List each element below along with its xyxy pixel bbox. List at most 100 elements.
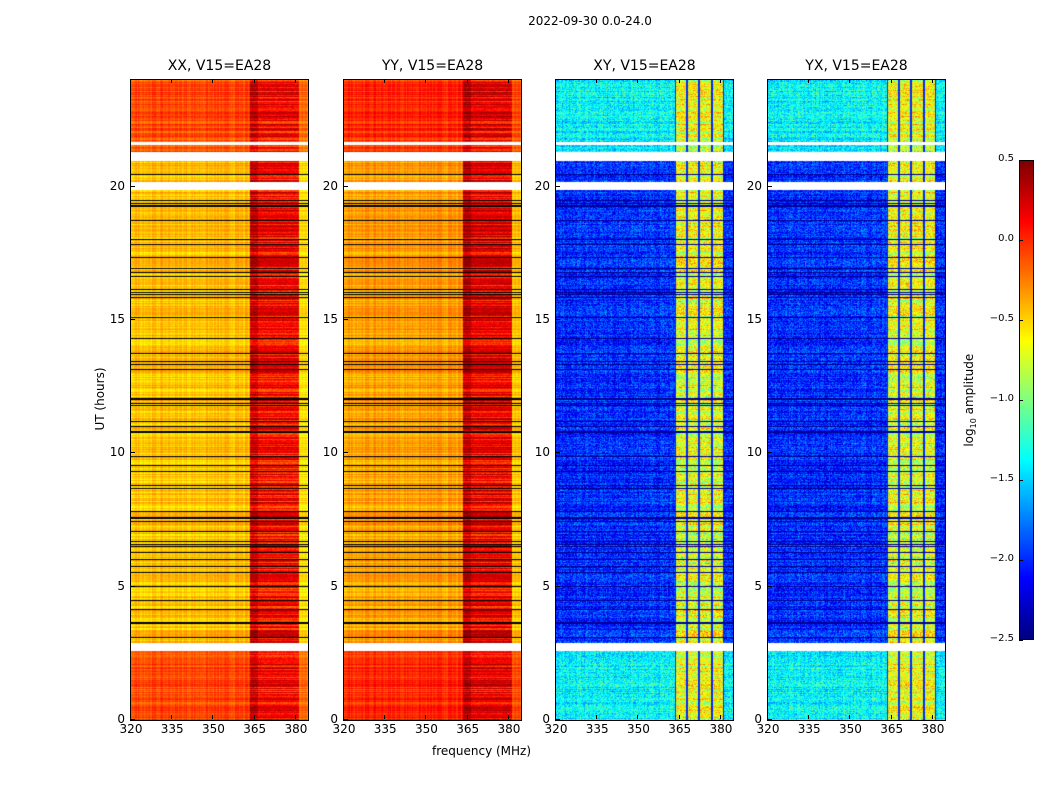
y-tick-mark bbox=[556, 452, 560, 454]
y-tick-label: 20 bbox=[322, 178, 338, 193]
x-tick-mark bbox=[171, 79, 173, 83]
axes-frame bbox=[555, 79, 734, 721]
x-tick-mark bbox=[212, 79, 214, 83]
x-tick-label: 380 bbox=[709, 722, 733, 736]
colorbar-tick-mark bbox=[1019, 240, 1023, 241]
axes-frame bbox=[767, 79, 946, 721]
y-tick-label: 0 bbox=[542, 712, 550, 726]
colorbar-tick-mark bbox=[1019, 320, 1023, 321]
x-tick-mark bbox=[849, 79, 851, 83]
y-tick-label: 0 bbox=[117, 712, 125, 726]
y-tick-mark bbox=[131, 452, 135, 454]
colorbar-tick-label: −0.5 bbox=[989, 313, 1014, 324]
axes-frame bbox=[343, 79, 522, 721]
colorbar-tick-mark bbox=[1019, 560, 1023, 561]
x-tick-label: 380 bbox=[284, 722, 308, 736]
x-tick-label: 365 bbox=[456, 722, 480, 736]
y-tick-label: 15 bbox=[534, 312, 550, 326]
x-tick-mark bbox=[931, 79, 933, 83]
x-tick-mark bbox=[294, 79, 296, 83]
x-tick-mark bbox=[466, 715, 468, 719]
colorbar-tick-label: −2.0 bbox=[989, 553, 1014, 564]
x-tick-mark bbox=[637, 715, 639, 719]
x-tick-mark bbox=[130, 79, 131, 83]
x-tick-mark bbox=[466, 79, 468, 83]
y-tick-mark bbox=[768, 452, 772, 454]
x-tick-mark bbox=[767, 715, 768, 719]
x-tick-mark bbox=[596, 79, 598, 83]
colorbar-tick-mark bbox=[1019, 640, 1023, 641]
x-tick-label: 350 bbox=[415, 722, 438, 736]
x-tick-label: 335 bbox=[373, 722, 397, 736]
y-tick-mark bbox=[556, 319, 560, 320]
x-tick-mark bbox=[253, 715, 255, 719]
y-tick-mark bbox=[556, 585, 560, 587]
y-tick-mark bbox=[131, 185, 135, 187]
panel-title: XX, V15=EA28 bbox=[167, 58, 272, 74]
colorbar-label-sub: 10 bbox=[969, 418, 979, 429]
colorbar-tick-label: 0.0 bbox=[998, 233, 1014, 244]
axes-frame bbox=[130, 79, 309, 721]
x-tick-label: 365 bbox=[880, 722, 904, 736]
y-tick-mark bbox=[768, 585, 772, 587]
y-tick-label: 5 bbox=[542, 578, 550, 593]
y-tick-label: 20 bbox=[109, 178, 125, 193]
x-tick-mark bbox=[637, 79, 639, 83]
y-tick-label: 0 bbox=[754, 712, 762, 726]
x-tick-mark bbox=[507, 79, 509, 83]
heatmap-yx bbox=[768, 80, 945, 720]
y-tick-mark bbox=[131, 585, 135, 587]
x-tick-mark bbox=[384, 715, 386, 719]
x-tick-mark bbox=[678, 79, 680, 83]
x-tick-mark bbox=[849, 715, 851, 719]
x-tick-mark bbox=[678, 715, 680, 719]
y-tick-label: 10 bbox=[534, 445, 550, 460]
y-tick-mark bbox=[344, 719, 348, 720]
x-tick-mark bbox=[343, 715, 344, 719]
x-tick-label: 335 bbox=[160, 722, 184, 736]
x-tick-mark bbox=[384, 79, 386, 83]
x-tick-label: 350 bbox=[839, 722, 862, 736]
x-tick-mark bbox=[555, 715, 556, 719]
x-tick-mark bbox=[425, 79, 427, 83]
panel-title: YY, V15=EA28 bbox=[381, 58, 484, 74]
y-tick-label: 5 bbox=[117, 578, 125, 593]
x-tick-mark bbox=[212, 715, 214, 719]
panel-xx: XX, V15=EA28 320 335 350 365 380 0 5 10 15 20 bbox=[110, 58, 309, 736]
x-tick-label: 320 bbox=[119, 722, 143, 736]
x-tick-label: 320 bbox=[332, 722, 356, 736]
panel-yx: YX, V15=EA28 320 335 350 365 380 0 5 10 15 20 bbox=[747, 58, 946, 736]
x-tick-label: 380 bbox=[921, 722, 945, 736]
heatmap-yy bbox=[344, 80, 521, 720]
y-tick-label: 10 bbox=[109, 445, 125, 460]
y-tick-label: 5 bbox=[754, 578, 762, 593]
x-tick-label: 320 bbox=[544, 722, 568, 736]
x-tick-mark bbox=[343, 79, 344, 83]
figure-title: 2022-09-30 0.0-24.0 bbox=[528, 14, 652, 28]
x-tick-mark bbox=[808, 715, 810, 719]
x-tick-mark bbox=[931, 715, 933, 719]
x-tick-mark bbox=[507, 715, 509, 719]
y-tick-label: 5 bbox=[330, 578, 338, 593]
y-tick-label: 10 bbox=[746, 445, 762, 460]
x-tick-label: 335 bbox=[797, 722, 821, 736]
colorbar-tick-label: −1.5 bbox=[989, 473, 1014, 484]
colorbar-label: log10 amplitude bbox=[962, 340, 978, 460]
x-tick-mark bbox=[425, 715, 427, 719]
y-tick-mark bbox=[131, 319, 135, 320]
y-tick-mark bbox=[344, 452, 348, 454]
colorbar-tick-mark bbox=[1019, 160, 1023, 161]
y-tick-mark bbox=[344, 319, 348, 320]
y-tick-label: 20 bbox=[534, 178, 550, 193]
x-tick-mark bbox=[719, 79, 721, 83]
y-tick-label: 15 bbox=[746, 312, 762, 326]
x-tick-label: 335 bbox=[585, 722, 609, 736]
y-tick-label: 15 bbox=[109, 312, 125, 326]
y-tick-mark bbox=[556, 185, 560, 187]
x-tick-label: 365 bbox=[243, 722, 267, 736]
colorbar-tick-mark bbox=[1019, 400, 1023, 401]
x-tick-mark bbox=[294, 715, 296, 719]
x-tick-mark bbox=[130, 715, 131, 719]
colorbar-label-main: log bbox=[961, 428, 976, 447]
